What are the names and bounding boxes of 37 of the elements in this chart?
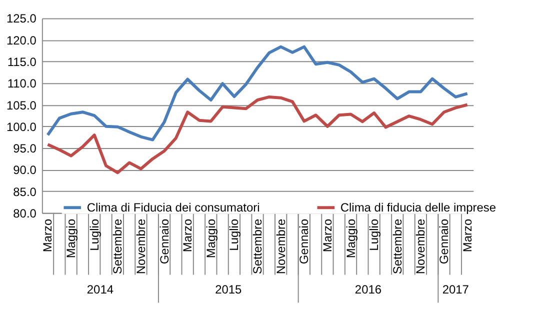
x-tick-label: Gennaio [436, 218, 451, 264]
x-tick-label: Gennaio [157, 218, 172, 264]
x-tick-label: Settembre [110, 218, 125, 274]
x-tick-label: Marzo [180, 218, 195, 252]
y-tick-label: 85.0 [13, 184, 37, 199]
text: 2016 [354, 282, 382, 297]
x-tick-label: Luglio [367, 218, 382, 251]
legend-label: Clima di fiducia delle imprese [340, 200, 496, 215]
x-tick-label: Marzo [460, 218, 474, 252]
x-tick-label: Marzo [40, 218, 55, 252]
x-tick-label: Settembre [390, 218, 404, 274]
y-tick-label: 90.0 [13, 163, 37, 178]
x-tick-label: Novembre [134, 218, 148, 274]
line-series [46, 95, 469, 174]
x-tick-label: Maggio [344, 218, 358, 258]
y-tick-label: 120.0 [6, 33, 37, 48]
y-tick-label: 100.0 [6, 120, 37, 134]
y-tick-label: 110.0 [7, 76, 37, 91]
text: 2014 [86, 282, 114, 297]
line-series [46, 45, 469, 142]
x-tick-label: Maggio [204, 218, 218, 258]
x-tick-label: Luglio [87, 218, 102, 251]
y-tick-label: 95.0 [13, 142, 37, 156]
legend-label: Clima di Fiducia dei consumatori [86, 200, 260, 215]
x-tick-label: Maggio [64, 218, 78, 258]
y-tick-label: 80.0 [13, 206, 37, 220]
text: 2017 [442, 282, 470, 297]
x-tick-label: Novembre [414, 218, 428, 274]
y-tick-label: 125.0 [6, 12, 37, 26]
x-tick-label: Novembre [274, 218, 288, 274]
x-tick-label: Marzo [320, 218, 334, 252]
text: 2015 [215, 282, 242, 297]
y-tick-label: 105.0 [6, 98, 37, 112]
y-tick-label: 115.0 [7, 54, 37, 69]
x-tick-label: Luglio [227, 218, 242, 251]
x-tick-label: Settembre [250, 218, 265, 274]
x-tick-label: Gennaio [297, 218, 312, 264]
